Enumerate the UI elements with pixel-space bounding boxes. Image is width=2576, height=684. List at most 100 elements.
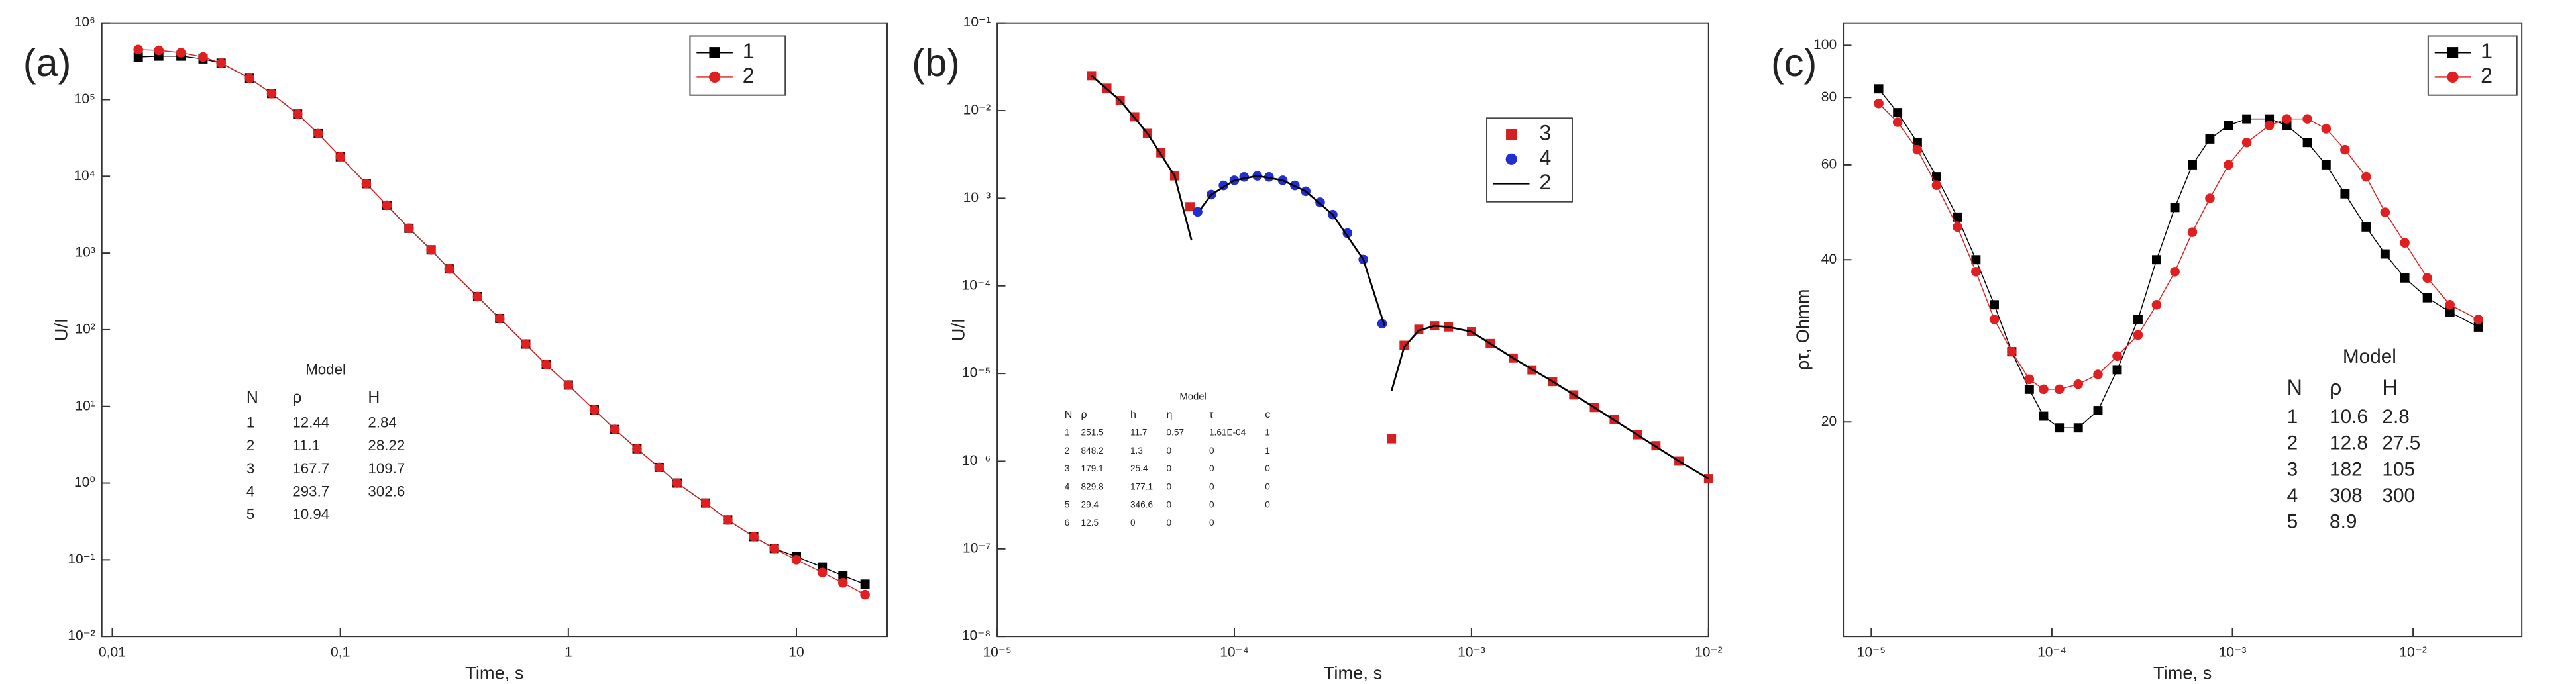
table-cell: 179.1 (1081, 464, 1104, 473)
plot-frame (101, 22, 888, 638)
data-point (2112, 351, 2122, 362)
y-tick-label: 40 (1821, 252, 1837, 267)
y-axis-title: U/I (50, 318, 71, 342)
x-tick-label: 10⁻⁴ (1220, 645, 1249, 660)
legend-label: 4 (1539, 146, 1551, 170)
y-tick-label: 80 (1821, 89, 1837, 105)
table-header: N (1065, 409, 1073, 420)
data-point (672, 478, 682, 488)
legend-label: 1 (743, 39, 755, 63)
data-point (1264, 171, 1274, 182)
data-point (1185, 202, 1195, 212)
legend-label: 2 (1539, 170, 1551, 194)
table-cell: 5 (1065, 500, 1070, 510)
data-point (1989, 315, 2000, 324)
y-tick-label: 10⁻⁷ (963, 540, 991, 556)
legend-frame (689, 35, 786, 96)
data-point (1912, 144, 1923, 155)
legend-marker (1506, 128, 1517, 140)
legend-marker (2447, 71, 2459, 83)
table-title: Model (305, 362, 346, 378)
data-point (632, 444, 642, 454)
data-point (2073, 423, 2083, 433)
x-tick-label: 10 (788, 645, 804, 660)
data-point (541, 360, 551, 370)
data-point (1931, 172, 1941, 182)
table-cell: 105 (2382, 458, 2415, 480)
data-point (176, 48, 186, 58)
table-cell: 6 (1065, 518, 1070, 528)
data-point (654, 462, 665, 473)
table-header: ρ (292, 389, 301, 407)
y-tick-label: 10² (75, 321, 95, 336)
legend-marker (2447, 47, 2459, 58)
table-cell: 829.8 (1081, 481, 1104, 491)
data-point (2445, 299, 2455, 310)
data-point (723, 515, 733, 525)
table-header: h (1130, 409, 1136, 420)
data-point (1893, 108, 1903, 117)
data-point (2170, 203, 2180, 213)
table-cell: 3 (1065, 464, 1070, 473)
data-point (361, 179, 372, 189)
y-tick-label: 10⁶ (74, 15, 95, 30)
data-point (2205, 193, 2215, 203)
data-point (860, 589, 870, 600)
data-point (2473, 315, 2483, 324)
data-point (2039, 384, 2049, 395)
data-point (444, 264, 455, 274)
table-cell: 3 (246, 460, 254, 477)
panel: (a) Time, s U/I 0,01 0,1 1 10 10⁻² 10⁻¹ 10⁰ 10¹ 10²… (23, 15, 888, 683)
data-point (292, 109, 303, 119)
data-point (335, 152, 345, 162)
data-point (2151, 299, 2162, 310)
table-cell: 308 (2330, 485, 2363, 507)
table-cell: 167.7 (292, 460, 329, 477)
table-cell: 12.5 (1081, 518, 1099, 528)
data-point (133, 52, 143, 62)
data-point (1377, 318, 1387, 329)
data-point (2361, 171, 2371, 182)
table-cell: 848.2 (1081, 446, 1104, 456)
x-tick-label: 0,01 (99, 645, 126, 660)
table-header: η (1167, 409, 1173, 420)
legend-frame (2427, 35, 2518, 96)
data-point (521, 339, 531, 349)
data-point (244, 73, 254, 83)
y-tick-label: 10⁻⁵ (962, 366, 991, 381)
table-header: τ (1209, 409, 1214, 420)
plot-frame (996, 22, 1709, 638)
table-cell: 0 (1167, 518, 1172, 528)
data-point (1193, 207, 1203, 217)
panel: (b) Time, s U/I 10⁻⁵ 10⁻⁴ 10⁻³ 10⁻² 10⁻⁸ 10⁻⁷ 10⁻… (912, 15, 1722, 683)
table-header: N (246, 389, 258, 407)
data-point (2241, 137, 2252, 148)
data-point (472, 291, 483, 302)
data-point (838, 571, 848, 581)
table-cell: 11.7 (1130, 428, 1148, 438)
table-cell: 12.44 (292, 415, 329, 431)
table-cell: 0 (1209, 481, 1214, 491)
data-point (589, 405, 600, 415)
table-cell: 4 (1065, 481, 1070, 491)
table-cell: 1.61E-04 (1209, 428, 1246, 438)
table-header: ρ (1081, 409, 1087, 420)
data-point (1874, 98, 1884, 109)
data-point (2151, 255, 2161, 265)
legend-label: 3 (1539, 121, 1551, 145)
table-cell: 109.7 (368, 460, 405, 477)
data-point (2093, 369, 2103, 379)
data-point (2024, 384, 2034, 394)
data-point (426, 245, 436, 255)
data-point (2321, 160, 2331, 170)
data-point (2224, 160, 2233, 170)
data-point (700, 498, 711, 508)
panel-label: (c) (1771, 40, 1817, 85)
y-tick-label: 10⁻⁶ (962, 453, 991, 468)
table-cell: 0 (1209, 500, 1214, 510)
data-point (2282, 114, 2292, 124)
table-header: ρ (2330, 375, 2341, 399)
table-cell: 0.57 (1167, 428, 1185, 438)
y-tick-label: 10³ (75, 245, 95, 260)
data-point (2073, 379, 2084, 389)
